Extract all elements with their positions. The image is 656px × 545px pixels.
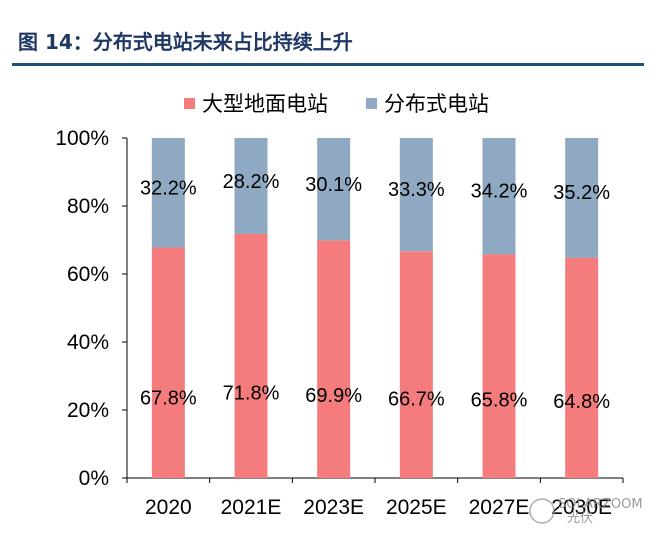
title-underline — [12, 63, 644, 66]
x-tick-label: 2025E — [386, 496, 447, 519]
data-label: 30.1% — [305, 174, 362, 196]
figure-title: 图 14：分布式电站未来占比持续上升 — [18, 30, 353, 54]
y-tick-label: 100% — [55, 127, 109, 150]
chart-data-labels: 67.8% 32.2% 71.8% 28.2% 69.9% 30.1% 66.7% 33.3%… — [140, 171, 610, 413]
bar-distributed — [565, 138, 599, 258]
data-label: 32.2% — [140, 177, 197, 199]
legend-label: 分布式电站 — [384, 92, 489, 116]
bar-centralized — [482, 254, 516, 478]
y-tick-label: 80% — [67, 195, 109, 218]
chart-legend: 大型地面电站 分布式电站 — [184, 92, 489, 116]
bar-distributed — [482, 138, 516, 255]
data-label: 69.9% — [305, 385, 362, 407]
bar-centralized — [151, 247, 185, 478]
x-tick-label: 2023E — [303, 496, 364, 519]
bar-centralized — [399, 251, 433, 478]
x-axis-tick-labels: 2020 2021E 2023E 2025E 2027E 2030E — [145, 496, 612, 519]
data-label: 64.8% — [553, 391, 610, 413]
data-label: 34.2% — [471, 180, 528, 202]
watermark: SOLARZOOM 光伏 — [529, 497, 643, 526]
watermark-top-text: SOLARZOOM — [558, 497, 643, 512]
data-label: 71.8% — [223, 383, 280, 405]
data-label: 28.2% — [223, 171, 280, 193]
x-tick-label: 2030E — [551, 496, 612, 519]
bar-centralized — [317, 240, 351, 478]
legend-swatch — [366, 98, 377, 109]
bar-distributed — [151, 138, 185, 248]
data-label: 33.3% — [388, 179, 445, 201]
legend-swatch — [184, 98, 195, 109]
data-label: 66.7% — [388, 389, 445, 411]
y-tick-label: 20% — [67, 399, 109, 422]
y-tick-label: 0% — [79, 467, 109, 490]
bar-centralized — [565, 257, 599, 478]
watermark-bottom-text: 光伏 — [567, 511, 593, 526]
y-tick-label: 60% — [67, 263, 109, 286]
y-tick-label: 40% — [67, 331, 109, 354]
x-tick-label: 2027E — [469, 496, 530, 519]
x-tick-label: 2020 — [145, 496, 192, 519]
wechat-logo-icon — [529, 498, 555, 524]
chart-bars — [151, 138, 599, 478]
bar-distributed — [234, 138, 268, 234]
data-label: 65.8% — [471, 390, 528, 412]
data-label: 35.2% — [553, 182, 610, 204]
chart-axes: 0% 20% 40% 60% 80% 100% — [55, 127, 624, 490]
legend-label: 大型地面电站 — [202, 92, 328, 116]
x-tick-label: 2021E — [221, 496, 282, 519]
bar-distributed — [399, 138, 433, 252]
bar-centralized — [234, 233, 268, 478]
bar-distributed — [317, 138, 351, 241]
data-label: 67.8% — [140, 387, 197, 409]
